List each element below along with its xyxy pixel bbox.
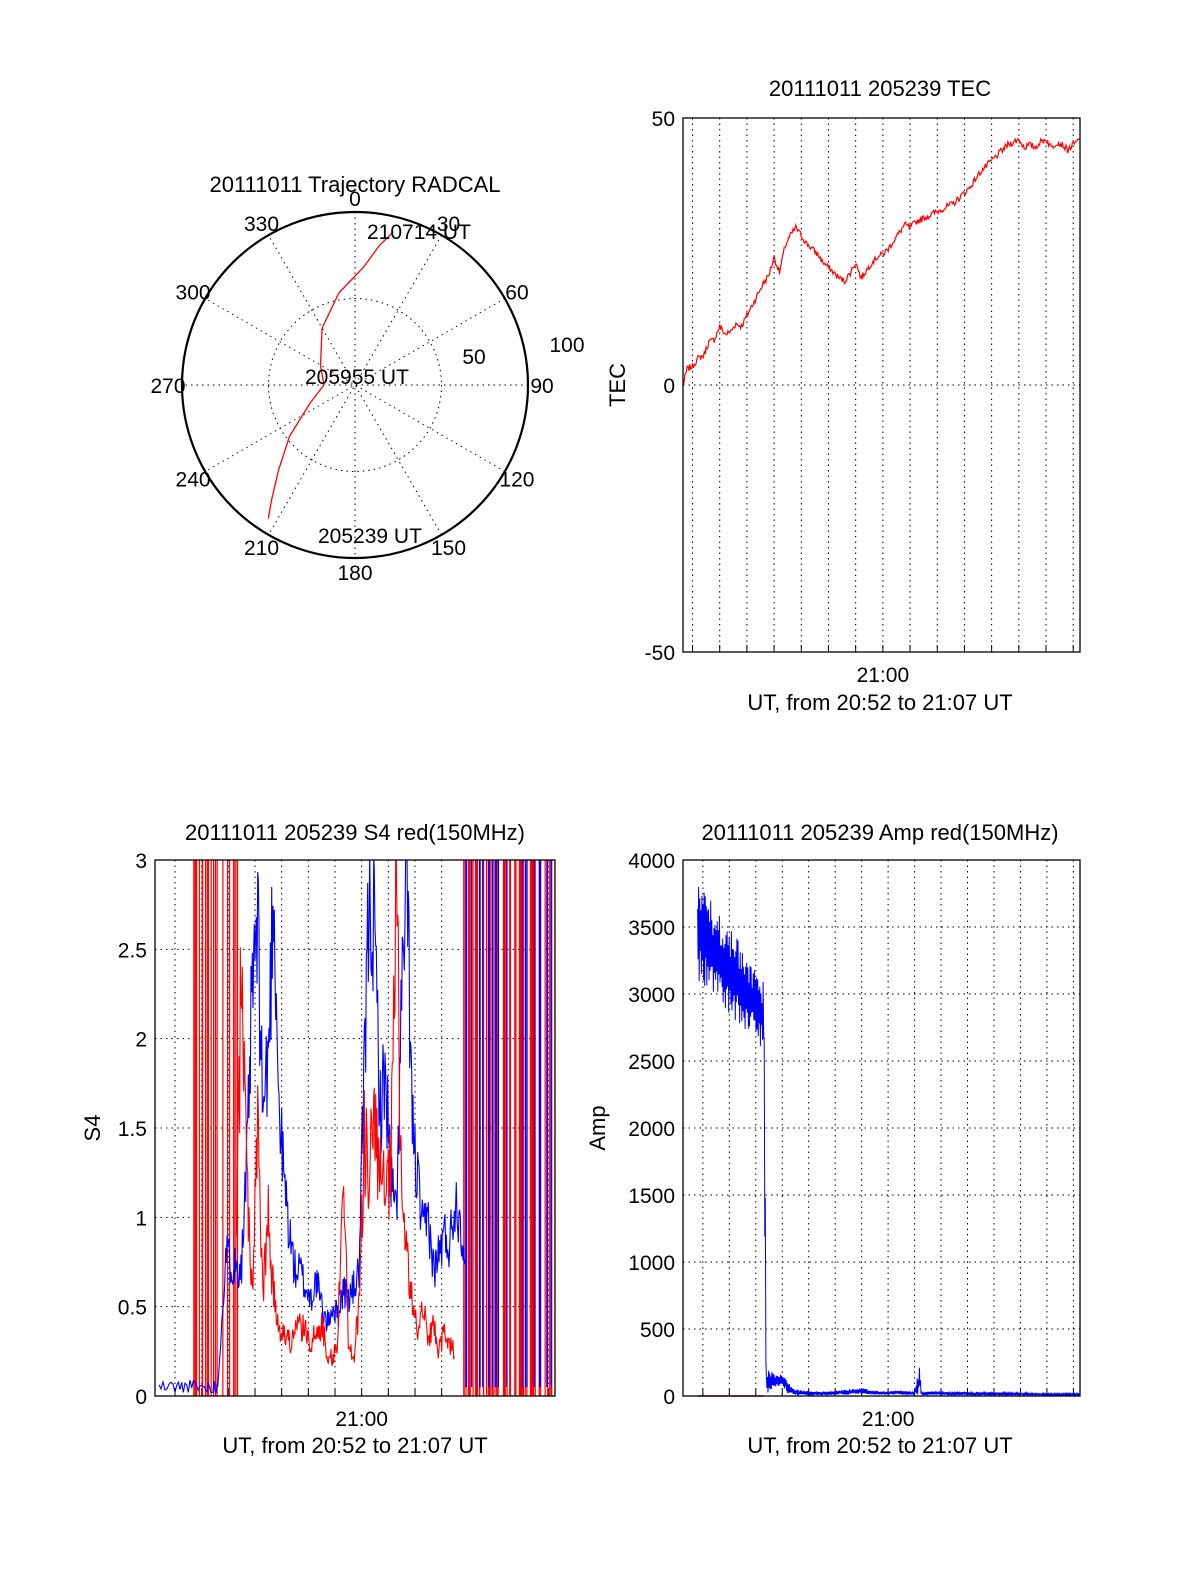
trajectory-end-label: 210714 UT bbox=[367, 221, 471, 244]
amp-blue-line bbox=[697, 886, 1081, 1398]
polar-panel: 20111011 Trajectory RADCAL 0 30 60 90 120 150… bbox=[150, 172, 584, 585]
tec-x-ticks: 21:00 bbox=[857, 664, 910, 687]
tec-x-tick-label: 21:00 bbox=[857, 664, 910, 687]
amp-x-tick-label: 21:00 bbox=[862, 1408, 915, 1431]
polar-grid bbox=[182, 212, 528, 558]
polar-angle-label: 270 bbox=[150, 375, 185, 398]
polar-angle-label: 180 bbox=[337, 562, 372, 585]
s4-plot-frame bbox=[154, 859, 556, 1397]
s4-y-axis-label: S4 bbox=[80, 1115, 105, 1142]
polar-angle-label: 240 bbox=[176, 469, 211, 492]
amp-y-ticks: 0 500 1000 1500 2000 2500 3000 3500 4000 bbox=[628, 850, 675, 1409]
amp-y-tick-label: 3000 bbox=[628, 984, 675, 1007]
polar-angle-label: 150 bbox=[431, 537, 466, 560]
amp-plot-frame bbox=[682, 859, 1081, 1397]
polar-angle-label: 60 bbox=[505, 282, 528, 305]
amp-x-axis-label: UT, from 20:52 to 21:07 UT bbox=[747, 1433, 1012, 1458]
tec-line bbox=[682, 137, 1081, 385]
tec-y-tick-label: -50 bbox=[645, 642, 675, 665]
amp-y-tick-label: 500 bbox=[640, 1319, 675, 1342]
s4-y-tick-label: 2.5 bbox=[118, 939, 147, 962]
s4-y-ticks: 0 0.5 1 1.5 2 2.5 3 bbox=[118, 850, 147, 1409]
polar-radius-label-100: 100 bbox=[549, 334, 584, 357]
amp-y-tick-label: 1000 bbox=[628, 1252, 675, 1275]
polar-angle-label: 300 bbox=[176, 282, 211, 305]
s4-y-tick-label: 3 bbox=[135, 850, 147, 873]
tec-title: 20111011 205239 TEC bbox=[769, 76, 991, 101]
amp-y-tick-label: 1500 bbox=[628, 1185, 675, 1208]
polar-angle-label: 210 bbox=[244, 537, 279, 560]
s4-y-tick-label: 0.5 bbox=[118, 1297, 147, 1320]
amp-y-axis-label: Amp bbox=[585, 1105, 610, 1150]
s4-y-tick-label: 0 bbox=[135, 1386, 147, 1409]
amp-y-tick-label: 0 bbox=[663, 1386, 675, 1409]
tec-y-tick-label: 0 bbox=[663, 375, 675, 398]
s4-title: 20111011 205239 S4 red(150MHz) bbox=[185, 820, 525, 845]
s4-blue-line bbox=[158, 860, 466, 1393]
polar-angle-label: 0 bbox=[349, 188, 361, 211]
polar-radius-label-50: 50 bbox=[462, 346, 485, 369]
trajectory-line bbox=[267, 231, 394, 519]
polar-outer-circle bbox=[180, 210, 530, 560]
trajectory-start-label: 205239 UT bbox=[318, 525, 422, 548]
s4-x-ticks: 21:00 bbox=[335, 1408, 388, 1431]
tec-series bbox=[682, 137, 1081, 385]
tec-y-axis-label: TEC bbox=[605, 363, 630, 407]
amp-title: 20111011 205239 Amp red(150MHz) bbox=[701, 820, 1058, 845]
s4-x-axis-label: UT, from 20:52 to 21:07 UT bbox=[222, 1433, 487, 1458]
amp-panel: 20111011 205239 Amp red(150MHz) 0 500 1000… bbox=[585, 820, 1081, 1458]
polar-angle-label: 120 bbox=[499, 469, 534, 492]
s4-series bbox=[158, 860, 553, 1396]
amp-y-tick-label: 2000 bbox=[628, 1118, 675, 1141]
amp-grid bbox=[683, 859, 1080, 1397]
s4-y-tick-label: 2 bbox=[135, 1029, 147, 1052]
polar-angle-label: 330 bbox=[244, 213, 279, 236]
tec-y-ticks: -50 0 50 bbox=[645, 108, 675, 665]
amp-y-tick-label: 2500 bbox=[628, 1051, 675, 1074]
s4-red-line bbox=[235, 860, 455, 1366]
polar-angle-labels: 0 30 60 90 120 150 180 210 240 270 300 330 bbox=[150, 188, 553, 585]
s4-y-tick-label: 1 bbox=[135, 1207, 147, 1230]
amp-series bbox=[697, 886, 1081, 1398]
s4-y-tick-label: 1.5 bbox=[118, 1118, 147, 1141]
tec-panel: 20111011 205239 TEC -50 0 50 21:00 TEC UT,… bbox=[605, 76, 1081, 715]
polar-grid-circle-50 bbox=[268, 298, 442, 472]
polar-angle-label: 90 bbox=[530, 375, 553, 398]
polar-angle-label: 30 bbox=[437, 213, 460, 236]
polar-title: 20111011 Trajectory RADCAL bbox=[209, 172, 500, 197]
tec-x-axis-label: UT, from 20:52 to 21:07 UT bbox=[747, 690, 1012, 715]
tec-grid bbox=[683, 117, 1080, 653]
tec-y-tick-label: 50 bbox=[652, 108, 675, 131]
tec-plot-frame bbox=[682, 117, 1081, 653]
amp-y-tick-label: 3500 bbox=[628, 917, 675, 940]
s4-x-tick-label: 21:00 bbox=[335, 1408, 388, 1431]
amp-y-tick-label: 4000 bbox=[628, 850, 675, 873]
s4-panel: 20111011 205239 S4 red(150MHz) 0 0.5 1 1.5 2… bbox=[80, 820, 556, 1458]
amp-x-ticks: 21:00 bbox=[862, 1408, 915, 1431]
trajectory-mid-label: 205955 UT bbox=[305, 366, 409, 389]
